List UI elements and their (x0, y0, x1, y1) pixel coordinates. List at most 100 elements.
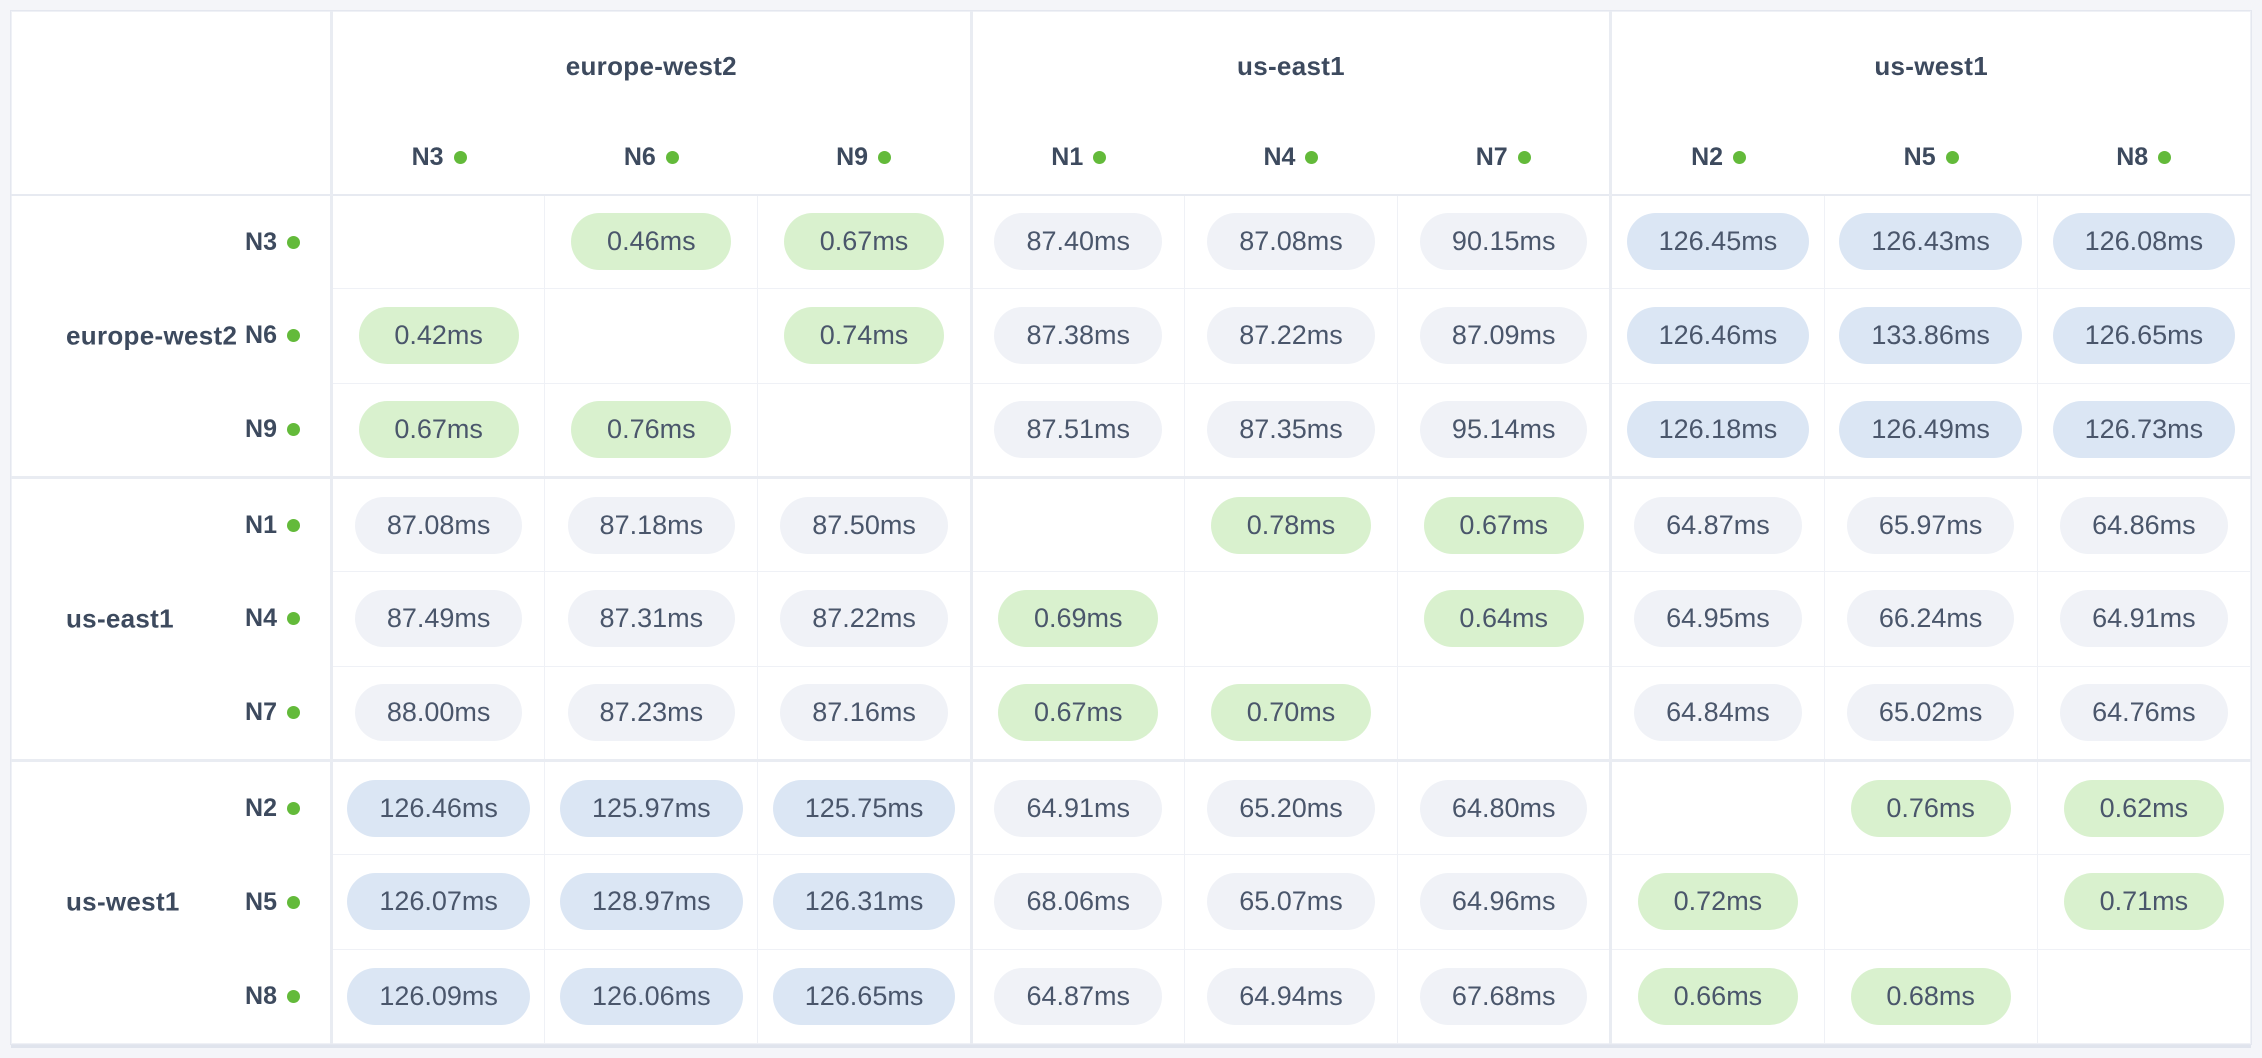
latency-pill: 0.68ms (1850, 967, 2011, 1025)
status-dot-icon (287, 519, 300, 533)
latency-pill: 64.86ms (2060, 496, 2228, 554)
latency-pill: 65.07ms (1207, 873, 1375, 931)
latency-cell: 0.76ms (544, 382, 759, 478)
region-title: us-east1 (1237, 50, 1345, 81)
column-node-header: N7 (1397, 121, 1609, 194)
matrix-row: 126.09ms 126.06ms 126.65ms 64.87ms 64.94ms 67… (12, 948, 2252, 1045)
latency-pill: 66.24ms (1846, 590, 2015, 648)
node-name: N4 (245, 604, 277, 633)
latency-cell: 0.74ms (757, 288, 972, 384)
column-group-header: us-east1 N1 N4 N7 (969, 11, 1612, 196)
latency-pill: 87.18ms (567, 496, 736, 554)
matrix-column-headers: europe-west2 N3 N6 N9 us-east1 N1 N4 N7 us-west1… (11, 11, 2251, 196)
node-name: N7 (245, 697, 277, 726)
column-group-header: europe-west2 N3 N6 N9 (330, 11, 972, 196)
latency-pill: 0.76ms (571, 401, 732, 459)
node-name: N8 (245, 981, 277, 1010)
latency-cell: 126.08ms (2036, 193, 2252, 290)
latency-pill: 0.72ms (1637, 873, 1798, 931)
status-dot-icon (1945, 150, 1959, 164)
latency-cell: 87.08ms (1183, 193, 1399, 290)
node-label: N8 (2116, 143, 2172, 172)
latency-pill: 90.15ms (1419, 213, 1588, 271)
status-dot-icon (2158, 150, 2172, 164)
latency-cell: 87.16ms (757, 665, 972, 761)
latency-pill: 126.46ms (1626, 307, 1810, 365)
matrix-row: 87.49ms 87.31ms 87.22ms 0.69ms 0.64ms 64.95ms… (12, 571, 2252, 667)
latency-cell: 95.14ms (1397, 382, 1612, 478)
node-label: N3 (412, 143, 467, 172)
latency-pill: 126.45ms (1626, 213, 1810, 271)
latency-pill: 126.73ms (2052, 401, 2236, 459)
latency-pill: 87.35ms (1207, 401, 1375, 459)
column-node-header: N2 (1612, 121, 1825, 194)
latency-cell (969, 475, 1185, 573)
status-dot-icon (453, 150, 467, 164)
latency-pill: 64.87ms (994, 967, 1163, 1025)
latency-pill: 64.84ms (1634, 684, 1802, 742)
latency-cell: 0.69ms (969, 571, 1185, 667)
matrix-row: us-west1 N2 N5 N8 126.46ms 125.97ms 125.75ms 64… (11, 758, 2252, 1045)
latency-cell: 0.67ms (1397, 475, 1612, 573)
latency-cell: 64.96ms (1397, 854, 1612, 950)
row-group-header: europe-west2 N3 N6 N9 (11, 194, 333, 478)
latency-pill: 125.97ms (560, 779, 743, 837)
row-node-header: N6 (190, 289, 330, 383)
latency-pill: 87.51ms (994, 401, 1163, 459)
row-node-header: N2 (190, 762, 330, 856)
latency-pill: 126.06ms (560, 967, 743, 1025)
node-label: N4 (1264, 143, 1319, 172)
region-title: us-east1 (66, 603, 174, 634)
latency-cell: 126.09ms (329, 948, 546, 1045)
latency-cell: 133.86ms (1823, 288, 2038, 384)
latency-cell: 0.62ms (2036, 758, 2252, 856)
row-node-header: N1 (190, 479, 330, 572)
latency-cell: 65.02ms (1823, 665, 2038, 761)
latency-cell: 87.35ms (1183, 382, 1399, 478)
node-name: N9 (836, 142, 869, 171)
latency-cell: 87.38ms (969, 288, 1185, 384)
latency-cell: 0.42ms (329, 288, 546, 384)
latency-cell: 126.46ms (329, 758, 546, 856)
column-node-header: N8 (2037, 121, 2250, 194)
latency-pill: 126.43ms (1839, 213, 2022, 271)
node-label: N9 (836, 142, 892, 172)
latency-cell: 87.22ms (1183, 288, 1399, 384)
matrix-row: 0.67ms 0.76ms 87.51ms 87.35ms 95.14ms 126.18m… (12, 382, 2252, 478)
latency-pill: 64.96ms (1419, 873, 1588, 931)
latency-cell: 87.23ms (544, 665, 759, 761)
status-dot-icon (287, 235, 300, 249)
latency-pill: 64.87ms (1634, 496, 1802, 554)
status-dot-icon (287, 612, 300, 626)
latency-cell: 64.76ms (2036, 665, 2252, 761)
latency-matrix-card: europe-west2 N3 N6 N9 us-east1 N1 N4 N7 us-west1… (10, 10, 2252, 1045)
latency-cell: 64.91ms (969, 758, 1185, 856)
column-group-header: us-west1 N2 N5 N8 (1609, 11, 2251, 196)
latency-pill: 0.74ms (784, 307, 945, 365)
row-node-header: N9 (190, 383, 330, 477)
latency-pill: 64.80ms (1419, 779, 1588, 837)
column-node-header: N3 (333, 121, 545, 194)
latency-cell: 126.45ms (1609, 193, 1825, 290)
latency-cell: 87.51ms (969, 382, 1185, 478)
latency-pill: 64.95ms (1634, 590, 1802, 648)
latency-cell (1183, 571, 1399, 667)
node-label: N2 (245, 794, 300, 823)
node-label: N7 (1476, 143, 1531, 172)
status-dot-icon (878, 150, 892, 164)
node-label: N5 (245, 888, 300, 917)
latency-cell (544, 288, 759, 384)
latency-cell: 0.64ms (1397, 571, 1612, 667)
latency-cell: 126.18ms (1609, 382, 1825, 478)
latency-cell (2036, 948, 2252, 1045)
latency-pill: 87.22ms (1207, 307, 1375, 365)
status-dot-icon (1733, 150, 1747, 164)
node-label: N1 (1051, 143, 1107, 172)
latency-cell: 0.70ms (1183, 665, 1399, 761)
latency-cell: 66.24ms (1823, 571, 2038, 667)
matrix-row: europe-west2 N3 N6 N9 0.46ms 0.67ms 87.40ms 87.… (11, 193, 2252, 478)
matrix-row: us-east1 N1 N4 N7 87.08ms 87.18ms 87.50ms 0.78m… (11, 475, 2252, 761)
node-name: N1 (245, 511, 277, 540)
latency-cell (1397, 665, 1612, 761)
latency-cell: 126.65ms (757, 948, 972, 1045)
